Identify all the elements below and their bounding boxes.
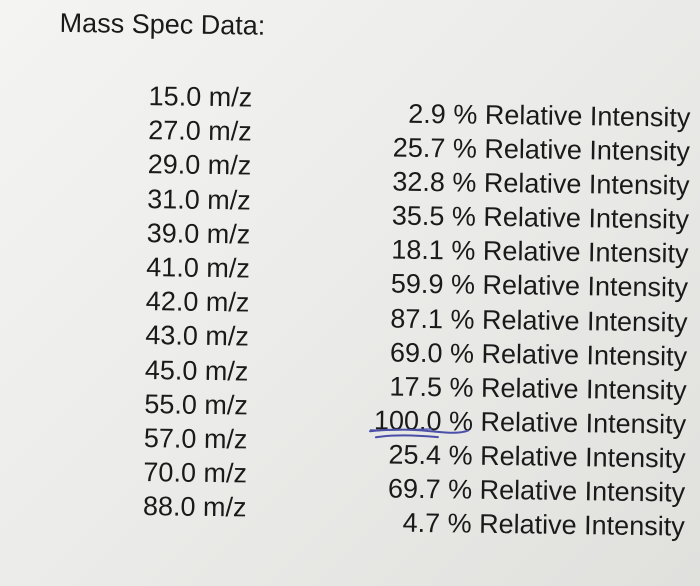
mz-value: 42.0 m/z: [145, 286, 250, 318]
mz-value: 57.0 m/z: [143, 422, 248, 455]
intensity-column: 2.9 % Relative Intensity 25.7 % Relative …: [315, 95, 691, 543]
intensity-value: 69.7 % Relative Intensity: [387, 473, 686, 508]
intensity-value: 25.7 % Relative Intensity: [392, 132, 691, 167]
mz-value: 31.0 m/z: [147, 183, 251, 216]
mz-column: 15.0 m/z 27.0 m/z 29.0 m/z 31.0 m/z 39.0 m/z…: [143, 79, 289, 525]
mz-value: 41.0 m/z: [146, 252, 251, 284]
mz-value: 55.0 m/z: [144, 388, 249, 421]
intensity-value: 4.7 % Relative Intensity: [402, 507, 685, 542]
intensity-value: 2.9 % Relative Intensity: [408, 98, 691, 133]
mz-value: 27.0 m/z: [147, 115, 252, 147]
intensity-value: 87.1 % Relative Intensity: [390, 303, 688, 338]
mz-value: 88.0 m/z: [142, 491, 247, 523]
mz-value: 43.0 m/z: [145, 320, 250, 352]
intensity-value: 32.8 % Relative Intensity: [392, 166, 690, 201]
intensity-value: 18.1 % Relative Intensity: [391, 234, 689, 270]
intensity-value: 35.5 % Relative Intensity: [391, 200, 690, 235]
intensity-value: 17.5 % Relative Intensity: [389, 371, 687, 406]
mz-value: 70.0 m/z: [143, 457, 248, 489]
page-title: Mass Spec Data:: [59, 7, 266, 41]
marked-intensity: 100.0 % Relative Intensity: [368, 403, 687, 441]
intensity-value: 69.0 % Relative Intensity: [389, 337, 688, 372]
mz-value: 39.0 m/z: [146, 217, 251, 250]
intensity-value: 100.0 % Relative Intensity: [316, 402, 686, 441]
mz-value: 15.0 m/z: [148, 81, 253, 113]
mz-value: 29.0 m/z: [147, 149, 252, 181]
mz-value: 45.0 m/z: [144, 354, 249, 387]
intensity-value: 25.4 % Relative Intensity: [388, 439, 686, 474]
intensity-value: 59.9 % Relative Intensity: [390, 268, 689, 304]
pen-underline-mark-end: [369, 428, 433, 431]
